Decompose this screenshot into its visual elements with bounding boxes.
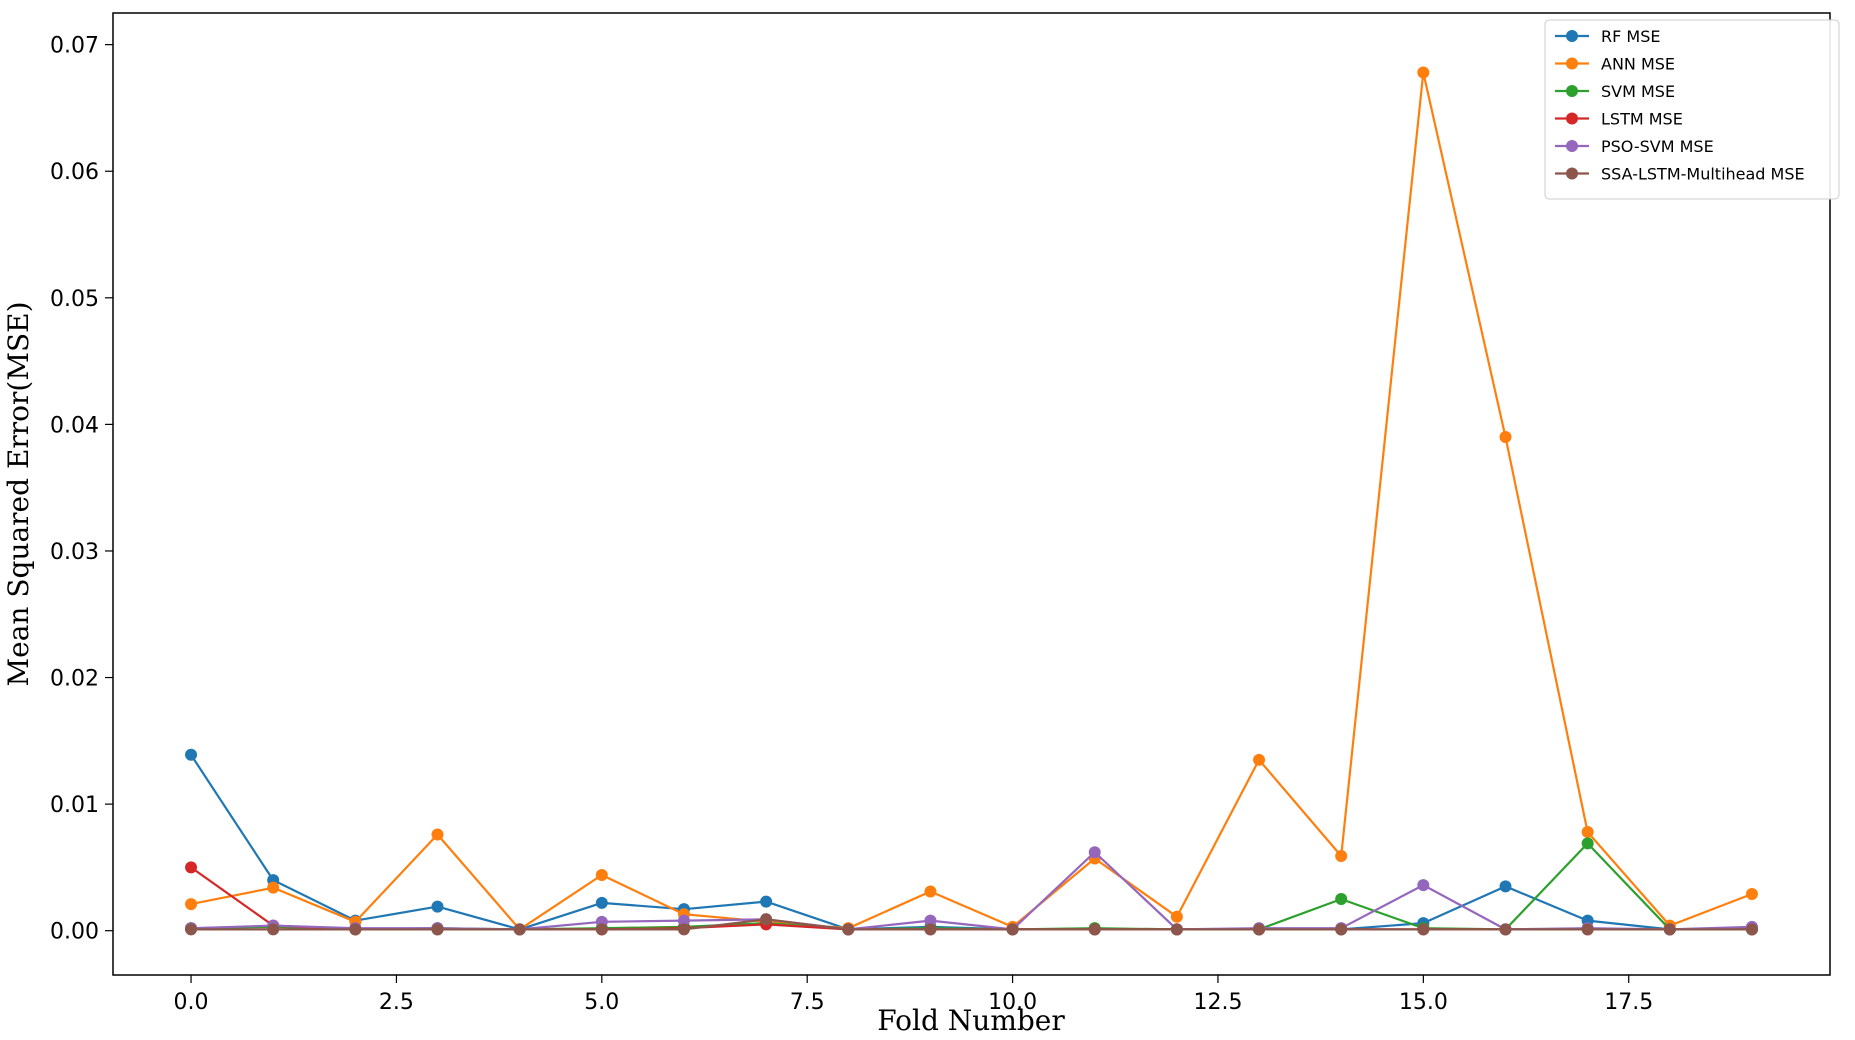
legend-item: PSO-SVM MSE [1555,137,1714,156]
x-tick-label: 15.0 [1399,990,1448,1015]
legend-swatch-marker [1566,85,1578,97]
data-point-ann-mse [1499,431,1512,444]
data-point-ann-mse [1581,825,1594,838]
data-point-pso-svm-mse [677,914,690,927]
data-point-ssa-lstm-multihead-mse [513,923,526,936]
data-point-rf-mse [185,748,198,761]
data-point-ann-mse [1417,66,1430,79]
data-point-rf-mse [595,896,608,909]
y-tick-label: 0.04 [50,413,99,438]
series-ssa-lstm-multihead-mse [185,913,1758,936]
legend-swatch-marker [1566,167,1578,180]
data-point-ssa-lstm-multihead-mse [431,923,444,936]
x-axis-title: Fold Number [877,1004,1065,1037]
y-tick-label: 0.00 [50,920,99,945]
legend-swatch-marker [1566,112,1578,125]
legend-item: LSTM MSE [1555,110,1683,129]
x-tick-label: 0.0 [174,990,209,1015]
legend-swatch-marker [1566,30,1578,42]
data-point-ann-mse [185,898,198,911]
data-point-pso-svm-mse [924,914,937,927]
data-point-ssa-lstm-multihead-mse [1745,923,1758,936]
x-tick-label: 7.5 [790,990,825,1015]
y-axis: 0.00 0.01 0.02 0.03 0.04 0.05 0.06 0.07 [50,34,113,945]
data-point-pso-svm-mse [1088,846,1101,859]
series-line-ann-mse [190,71,1753,931]
data-point-ann-mse [1745,887,1758,900]
data-point-rf-mse [1499,880,1512,893]
data-point-ann-mse [1170,910,1183,923]
data-point-ssa-lstm-multihead-mse [1417,923,1430,936]
data-point-ssa-lstm-multihead-mse [185,923,198,936]
data-point-ssa-lstm-multihead-mse [1170,923,1183,936]
legend-item: SSA-LSTM-Multihead MSE [1555,165,1805,184]
series-line-ssa-lstm-multihead-mse [191,918,1752,931]
data-point-lstm-mse [185,861,198,874]
legend-swatch-marker [1566,57,1578,70]
y-tick-label: 0.05 [50,287,99,312]
legend-label: ANN MSE [1601,55,1675,74]
data-point-pso-svm-mse [1417,879,1430,892]
data-point-ssa-lstm-multihead-mse [1663,923,1676,936]
y-axis-title: Mean Squared Error(MSE) [2,301,35,686]
legend-label: PSO-SVM MSE [1601,137,1714,156]
data-point-ann-mse [1253,753,1266,766]
x-tick-label: 10.0 [988,990,1037,1015]
data-point-ssa-lstm-multihead-mse [760,913,773,926]
data-point-rf-mse [431,900,444,913]
data-point-ssa-lstm-multihead-mse [1088,923,1101,936]
x-tick-label: 5.0 [584,990,619,1015]
legend-item: ANN MSE [1555,55,1675,74]
y-tick-label: 0.02 [50,667,99,692]
data-point-ann-mse [924,885,937,898]
y-tick-label: 0.06 [50,160,99,185]
plot-area [112,12,1831,976]
data-point-ann-mse [595,869,608,882]
x-tick-label: 2.5 [379,990,414,1015]
legend-item: RF MSE [1555,27,1660,46]
y-tick-label: 0.01 [50,793,99,818]
data-point-ann-mse [431,828,444,841]
data-point-ssa-lstm-multihead-mse [1006,923,1019,936]
data-point-ssa-lstm-multihead-mse [595,923,608,936]
series-layer [185,66,1758,936]
data-point-ssa-lstm-multihead-mse [1581,923,1594,936]
data-point-svm-mse [1335,893,1348,906]
data-point-ssa-lstm-multihead-mse [924,923,937,936]
legend-label: SVM MSE [1601,82,1675,101]
data-point-ssa-lstm-multihead-mse [349,923,362,936]
x-axis: 0.0 2.5 5.0 7.5 10.0 12.5 15.0 17.5 [174,975,1653,1015]
legend-label: LSTM MSE [1601,110,1683,129]
x-tick-label: 17.5 [1604,990,1653,1015]
data-point-ssa-lstm-multihead-mse [677,923,690,936]
data-point-ssa-lstm-multihead-mse [1335,923,1348,936]
data-point-svm-mse [1581,837,1594,850]
data-point-ann-mse [267,881,280,894]
y-tick-label: 0.07 [50,34,99,59]
legend: RF MSE ANN MSE SVM MSE LSTM MSE PSO-SVM MSE S… [1544,19,1840,200]
data-point-ssa-lstm-multihead-mse [267,923,280,936]
data-point-ssa-lstm-multihead-mse [1253,923,1266,936]
data-point-ssa-lstm-multihead-mse [842,923,855,936]
data-point-rf-mse [760,895,773,908]
legend-swatch-marker [1566,140,1578,152]
data-point-ssa-lstm-multihead-mse [1499,923,1512,936]
x-tick-label: 12.5 [1193,990,1242,1015]
legend-item: SVM MSE [1555,82,1675,101]
data-point-ann-mse [1335,850,1348,863]
legend-label: RF MSE [1601,27,1660,46]
y-tick-label: 0.03 [50,540,99,565]
legend-label: SSA-LSTM-Multihead MSE [1601,165,1805,184]
legend-box [1544,19,1840,200]
